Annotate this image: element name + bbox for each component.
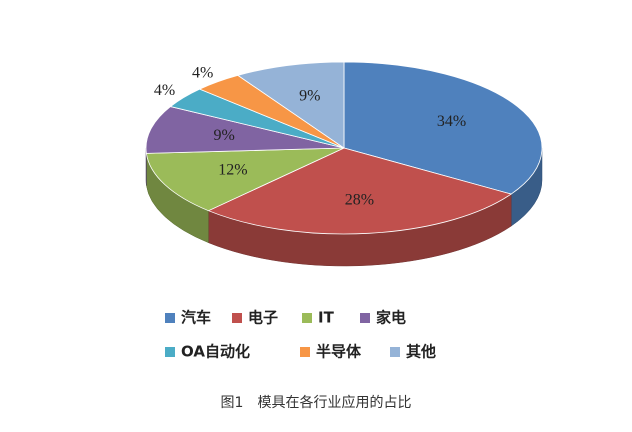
legend-label: 电子 — [248, 309, 278, 327]
slice — [236, 61, 345, 149]
value-label: 4% — [154, 82, 175, 99]
legend-swatch — [302, 313, 312, 323]
legend-label: 半导体 — [316, 343, 362, 361]
legend-swatch — [232, 313, 242, 323]
legend-swatch — [300, 347, 310, 357]
legend-label: 家电 — [376, 309, 406, 327]
legend-swatch — [360, 313, 370, 323]
value-label: 9% — [299, 87, 320, 104]
legend-label: 汽车 — [181, 309, 211, 327]
slice — [343, 61, 543, 195]
legend-swatch — [165, 313, 175, 323]
slice — [207, 147, 513, 235]
value-label: 12% — [218, 161, 247, 178]
legend-swatch — [390, 347, 400, 357]
legend-label: OA自动化 — [181, 343, 250, 361]
slice — [145, 147, 345, 212]
slice — [145, 106, 345, 154]
value-label: 34% — [437, 113, 466, 130]
legend-label: 其他 — [406, 343, 436, 361]
value-label: 4% — [192, 64, 213, 81]
chart-caption: 图1 模具在各行业应用的占比 — [221, 394, 412, 411]
legend-label: IT — [318, 309, 335, 327]
legend-swatch — [165, 347, 175, 357]
value-label: 9% — [214, 127, 235, 144]
value-label: 28% — [345, 192, 374, 209]
